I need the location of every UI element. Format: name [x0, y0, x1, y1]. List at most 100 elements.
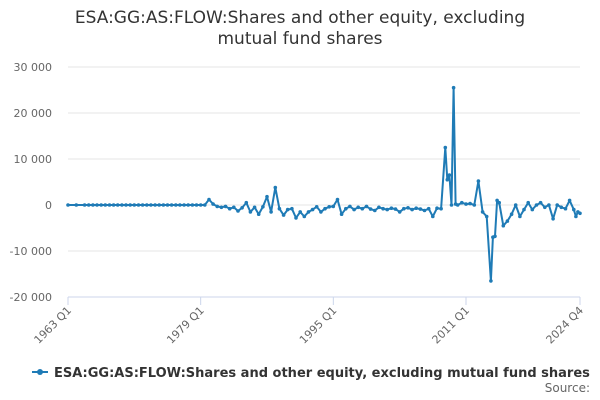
x-tick-label: 1979 Q1 — [164, 304, 207, 347]
data-point — [435, 206, 439, 210]
data-point — [431, 214, 435, 219]
data-point — [277, 206, 282, 211]
data-point — [269, 210, 273, 214]
x-tick-label: 2011 Q1 — [430, 304, 473, 347]
y-tick-label: -20 000 — [10, 291, 52, 304]
x-axis: 1963 Q1 1979 Q1 1995 Q1 2011 Q1 2024 Q4 — [32, 296, 587, 347]
chart-title: ESA:GG:AS:FLOW:Shares and other equity, … — [0, 8, 600, 50]
data-point — [410, 207, 414, 212]
data-point — [455, 203, 460, 207]
data-point — [518, 214, 522, 219]
data-point — [169, 203, 174, 207]
data-point — [327, 205, 332, 209]
data-point — [381, 206, 385, 211]
data-point — [352, 207, 356, 212]
data-point — [335, 197, 340, 202]
data-point — [290, 206, 294, 211]
data-point — [373, 208, 377, 213]
data-point — [145, 203, 149, 207]
data-point — [559, 205, 564, 210]
data-point — [323, 206, 327, 211]
data-point — [393, 207, 398, 211]
legend-item-label[interactable]: ESA:GG:AS:FLOW:Shares and other equity, … — [54, 366, 590, 381]
data-point — [563, 206, 568, 211]
data-point — [578, 211, 582, 216]
data-point — [265, 194, 269, 199]
data-point — [484, 214, 489, 219]
data-point — [157, 203, 161, 207]
data-point — [91, 203, 95, 207]
data-point — [495, 198, 499, 203]
data-point — [364, 204, 369, 209]
data-point — [140, 203, 145, 207]
data-point — [356, 205, 361, 210]
data-point — [402, 206, 406, 211]
data-point — [120, 203, 124, 207]
data-point — [551, 217, 555, 221]
data-point — [223, 204, 228, 209]
data-point — [132, 203, 137, 207]
data-point — [547, 203, 551, 207]
y-axis-tick-labels: -20 000 -10 000 0 10 000 20 000 30 000 — [10, 61, 52, 304]
data-point — [497, 200, 502, 205]
data-point — [306, 210, 311, 214]
y-tick-label: 10 000 — [14, 153, 53, 166]
legend-marker-symbol — [37, 369, 43, 375]
data-point — [460, 200, 464, 205]
data-point — [115, 203, 120, 207]
data-point — [211, 202, 215, 206]
data-point — [99, 203, 103, 207]
data-point — [86, 203, 91, 207]
data-point — [298, 210, 303, 214]
y-tick-label: 30 000 — [14, 61, 53, 74]
data-point — [489, 279, 493, 283]
data-point — [414, 206, 419, 210]
data-point — [538, 200, 543, 205]
data-point — [74, 203, 79, 207]
x-tick-label: 2024 Q4 — [544, 304, 587, 347]
data-point — [219, 205, 224, 210]
data-point — [124, 203, 128, 207]
data-point — [422, 208, 427, 213]
data-point — [281, 213, 286, 217]
data-point — [522, 207, 526, 212]
chart-legend[interactable]: ESA:GG:AS:FLOW:Shares and other equity, … — [32, 366, 590, 381]
data-point — [82, 203, 87, 207]
x-tick-label: 1995 Q1 — [297, 304, 340, 347]
data-point — [505, 219, 510, 223]
data-point — [294, 216, 298, 220]
data-point — [480, 210, 485, 214]
data-point — [66, 203, 70, 207]
data-point — [136, 203, 141, 207]
data-point — [339, 212, 344, 216]
data-point — [426, 206, 431, 211]
data-point — [445, 177, 450, 182]
data-point — [555, 203, 559, 207]
data-point — [543, 205, 547, 210]
data-point — [439, 206, 443, 211]
data-point — [236, 209, 240, 213]
data-point — [194, 203, 199, 207]
data-point — [377, 205, 381, 210]
data-point — [319, 210, 323, 214]
data-point — [397, 210, 402, 214]
data-point — [493, 234, 497, 239]
chart-title-line-2: mutual fund shares — [217, 29, 383, 49]
data-point — [153, 203, 157, 207]
data-point — [406, 206, 410, 210]
data-point — [95, 203, 99, 207]
data-point — [567, 198, 572, 203]
data-point — [273, 185, 278, 190]
data-point — [509, 212, 514, 216]
data-point — [331, 204, 336, 209]
source-label[interactable]: Source: — [544, 381, 590, 395]
y-tick-label: 20 000 — [14, 107, 53, 120]
data-point — [227, 206, 232, 211]
data-point — [348, 204, 352, 209]
data-point — [513, 203, 518, 207]
data-point — [501, 223, 506, 228]
data-point — [244, 200, 249, 205]
data-point — [572, 207, 576, 212]
data-point — [107, 203, 112, 207]
